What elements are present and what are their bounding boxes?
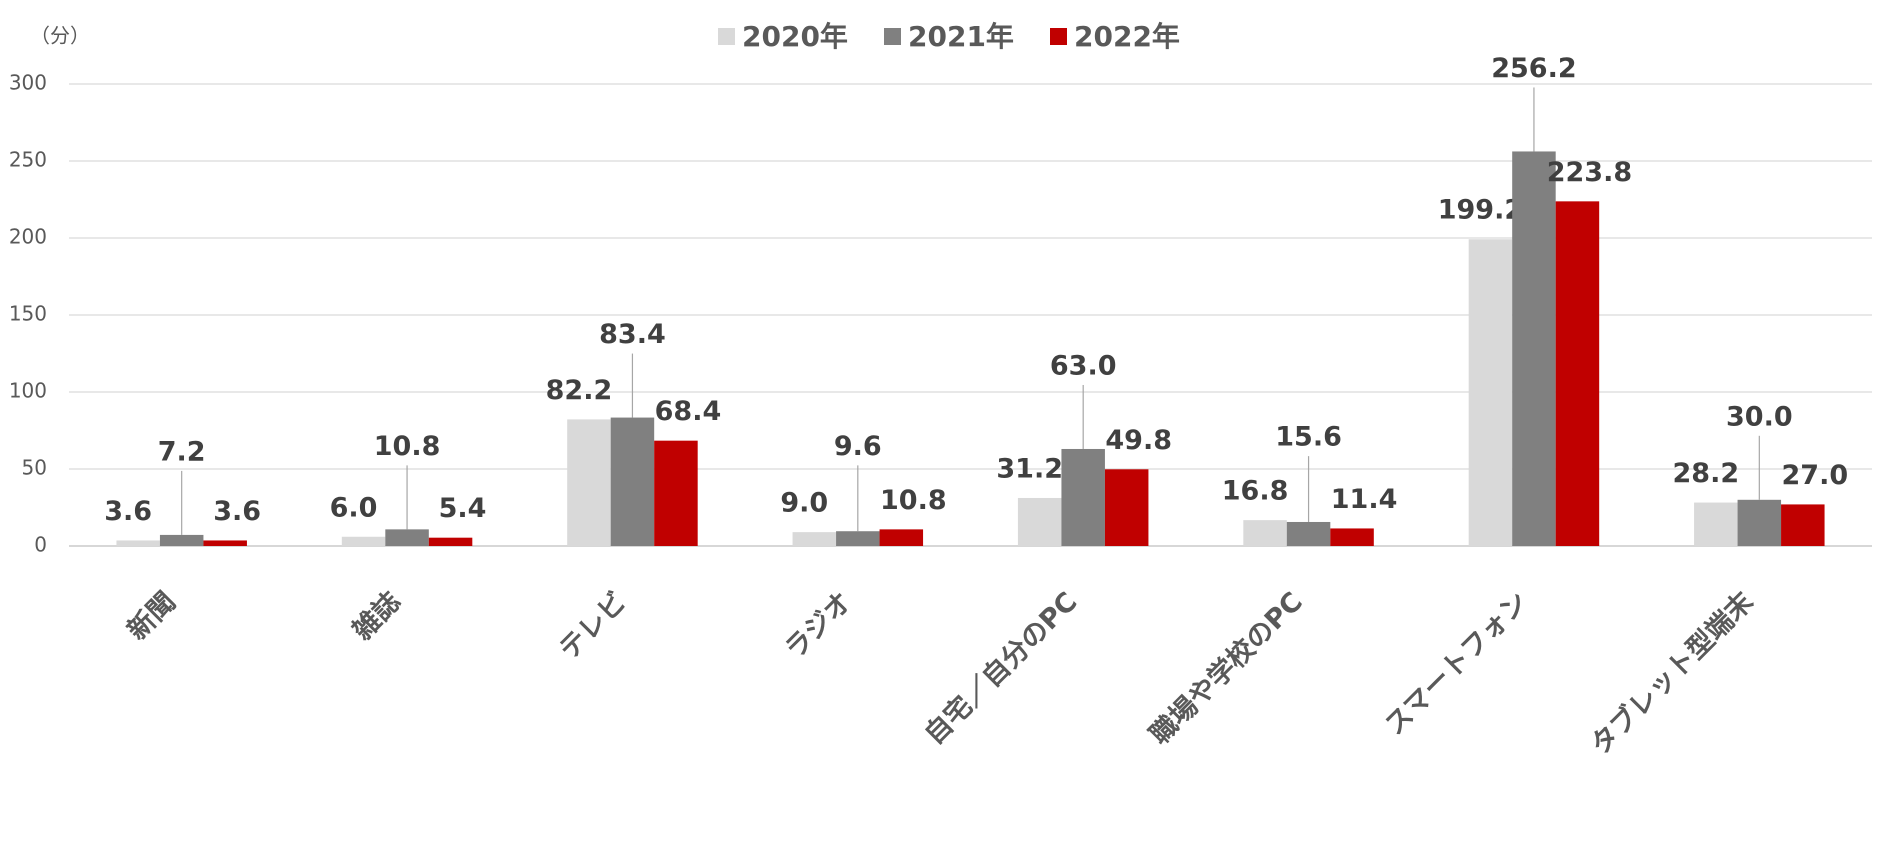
x-tick-label: 新聞 xyxy=(121,586,182,647)
bar xyxy=(116,540,160,546)
data-label: 31.2 xyxy=(996,453,1063,484)
data-label: 16.8 xyxy=(1222,476,1289,507)
data-label: 83.4 xyxy=(599,319,666,350)
x-tick-label: 職場や学校のPC xyxy=(1144,586,1309,751)
bar xyxy=(1512,151,1556,546)
data-label: 5.4 xyxy=(439,493,487,524)
bar xyxy=(159,534,204,546)
bar xyxy=(385,529,429,546)
data-label: 15.6 xyxy=(1275,422,1342,453)
data-label: 6.0 xyxy=(330,492,378,523)
bar xyxy=(1330,528,1374,546)
legend-swatch xyxy=(718,28,735,45)
bar xyxy=(792,532,837,546)
bar xyxy=(654,440,698,546)
y-tick-label: 250 xyxy=(9,148,47,172)
bar xyxy=(836,531,880,546)
data-label: 49.8 xyxy=(1105,425,1172,456)
y-tick-label: 150 xyxy=(9,302,47,326)
bar xyxy=(1468,239,1513,546)
bar xyxy=(1104,469,1149,546)
legend: 2020年 2021年 2022年 xyxy=(718,20,1180,53)
y-tick-label: 0 xyxy=(34,533,47,557)
bar xyxy=(1737,499,1782,546)
x-tick-label: 自宅／自分のPC xyxy=(918,586,1083,751)
x-tick-label: スマートフォン xyxy=(1379,586,1534,741)
bar xyxy=(203,540,247,546)
data-label: 199.2 xyxy=(1438,195,1523,226)
x-tick-label: タブレット型端末 xyxy=(1584,586,1759,761)
x-tick-label: ラジオ xyxy=(779,586,858,665)
bar xyxy=(1061,448,1105,546)
data-label: 3.6 xyxy=(104,496,152,527)
bar xyxy=(341,536,386,546)
y-tick-label: 50 xyxy=(22,456,47,480)
data-label: 28.2 xyxy=(1673,458,1740,489)
legend-swatch xyxy=(1050,28,1067,45)
y-axis-label: （分） xyxy=(30,24,90,48)
legend-label: 2022年 xyxy=(1074,20,1180,53)
bar xyxy=(567,419,611,546)
bar xyxy=(1017,497,1062,546)
bar xyxy=(610,417,655,546)
bar xyxy=(879,529,924,546)
data-label: 63.0 xyxy=(1050,350,1117,381)
data-label: 223.8 xyxy=(1547,157,1632,188)
bar xyxy=(1694,502,1738,546)
data-label: 11.4 xyxy=(1331,484,1398,515)
y-tick-label: 200 xyxy=(9,225,47,249)
data-label: 256.2 xyxy=(1491,53,1576,84)
bar xyxy=(1286,521,1331,546)
bar xyxy=(1243,520,1287,546)
data-label: 10.8 xyxy=(374,431,441,462)
bar xyxy=(428,537,473,546)
data-label: 10.8 xyxy=(880,485,947,516)
y-tick-label: 300 xyxy=(9,71,47,95)
x-tick-label: テレビ xyxy=(553,586,632,665)
bar xyxy=(1555,201,1600,546)
legend-label: 2020年 xyxy=(742,20,848,53)
y-tick-label: 100 xyxy=(9,379,47,403)
data-label: 68.4 xyxy=(655,396,722,427)
data-label: 30.0 xyxy=(1726,401,1793,432)
data-label: 7.2 xyxy=(158,436,206,467)
data-label: 9.0 xyxy=(780,488,828,519)
data-label: 27.0 xyxy=(1782,460,1849,491)
legend-swatch xyxy=(884,28,901,45)
data-label: 82.2 xyxy=(546,375,613,406)
data-label: 3.6 xyxy=(213,496,261,527)
data-label: 9.6 xyxy=(834,431,882,462)
bar xyxy=(1781,504,1825,546)
legend-label: 2021年 xyxy=(908,20,1014,53)
x-tick-label: 雑誌 xyxy=(346,586,408,648)
